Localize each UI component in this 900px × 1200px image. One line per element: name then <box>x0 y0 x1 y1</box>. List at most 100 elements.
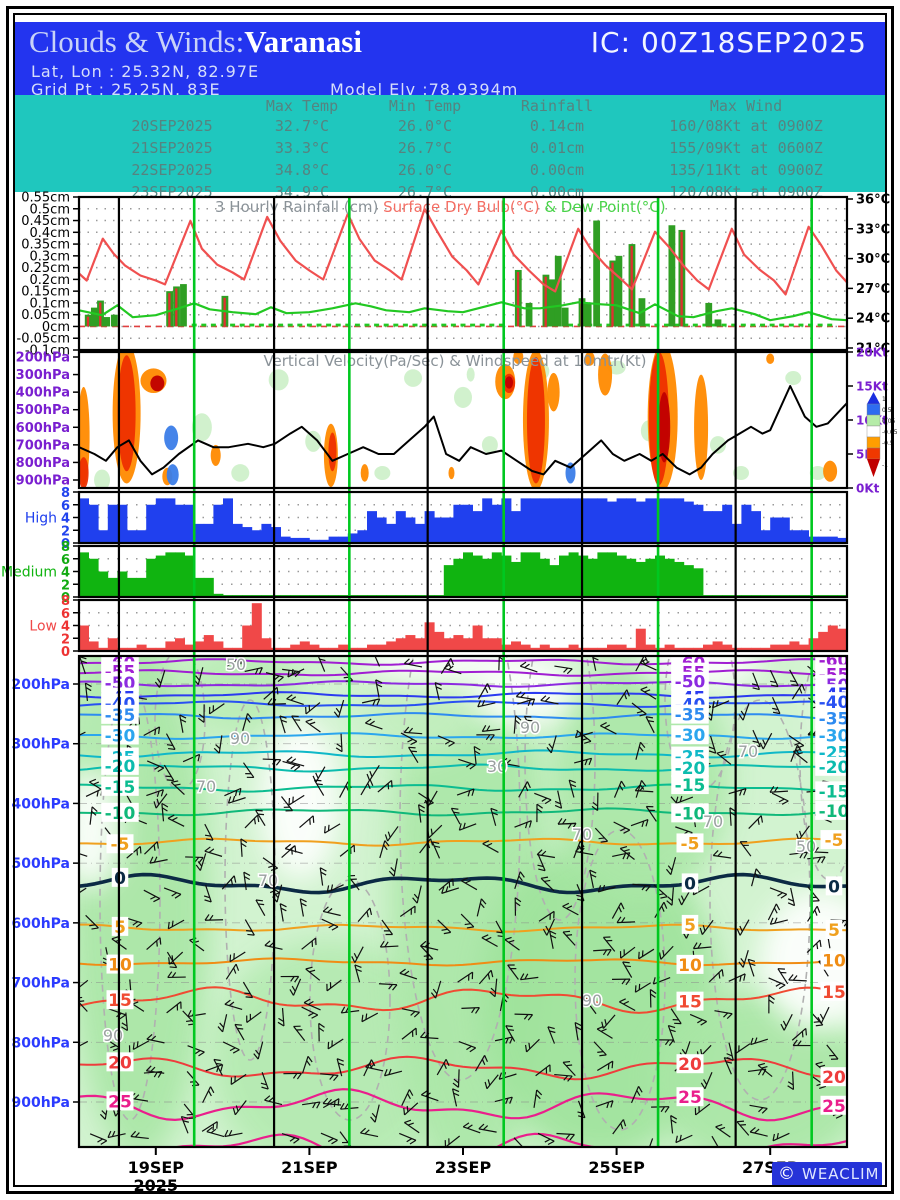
outer-frame <box>6 6 894 1194</box>
svg-text:-20: -20 <box>105 757 136 777</box>
svg-text:15Kt: 15Kt <box>856 380 888 394</box>
table-row: 22SEP2025 34.8°C 26.0°C 0.00cm 135/11Kt at 0… <box>15 161 885 181</box>
copyright-circle-icon: © <box>778 1163 795 1184</box>
page-title: Clouds & Winds:Varanasi <box>29 24 362 60</box>
svg-text:High: High <box>25 511 57 527</box>
svg-text:0Kt: 0Kt <box>856 482 880 496</box>
svg-text:21°C: 21°C <box>856 342 890 357</box>
svg-text:5: 5 <box>684 916 696 936</box>
svg-text:0: 0 <box>61 537 70 552</box>
svg-text:600hPa: 600hPa <box>11 916 70 932</box>
table-cell: 135/11Kt at 0900Z <box>669 161 823 179</box>
svg-text:90: 90 <box>582 991 602 1010</box>
svg-text:-5: -5 <box>681 834 700 854</box>
svg-text:6: 6 <box>61 553 70 568</box>
svg-text:0.25cm: 0.25cm <box>21 261 70 276</box>
table-cell: 0.14cm <box>529 117 585 135</box>
svg-text:-30: -30 <box>675 726 706 746</box>
svg-text:20Kt: 20Kt <box>856 346 888 360</box>
svg-text:800hPa: 800hPa <box>11 1035 70 1051</box>
svg-text:24°C: 24°C <box>856 312 890 327</box>
svg-text:200hPa: 200hPa <box>11 677 70 693</box>
svg-text:-10: -10 <box>675 804 706 824</box>
vv-colorbar: 10.50.05-0.05-0.5-1 <box>866 392 898 477</box>
svg-text:50: 50 <box>226 655 246 674</box>
svg-text:0: 0 <box>114 869 126 889</box>
title-prefix: Clouds & Winds: <box>29 24 245 59</box>
svg-text:30°C: 30°C <box>856 252 890 267</box>
svg-text:-30: -30 <box>105 726 136 746</box>
svg-text:800hPa: 800hPa <box>16 456 70 471</box>
svg-text:20: 20 <box>822 1068 846 1088</box>
svg-text:300hPa: 300hPa <box>16 368 70 383</box>
svg-text:10: 10 <box>678 956 702 976</box>
svg-text:-35: -35 <box>675 706 706 726</box>
svg-text:70: 70 <box>196 777 216 796</box>
svg-text:200hPa: 200hPa <box>16 351 70 366</box>
svg-text:15: 15 <box>678 993 702 1013</box>
svg-text:0.05: 0.05 <box>882 418 896 425</box>
svg-text:5: 5 <box>828 921 840 941</box>
svg-text:0: 0 <box>828 877 840 897</box>
table-header-row: Max Temp Min Temp Rainfall Max Wind <box>15 97 885 117</box>
svg-text:10: 10 <box>822 952 846 972</box>
svg-text:-30: -30 <box>819 727 850 747</box>
panel-cross-section: -60-60-60-55-55-55-50-50-50-45-45-45-40-… <box>11 655 850 1147</box>
table-header-cell: Max Wind <box>709 97 783 115</box>
grid-point-label: Grid Pt : 25.25N, 83E <box>31 80 221 99</box>
svg-text:36°C: 36°C <box>856 193 890 208</box>
svg-text:-10: -10 <box>105 804 136 824</box>
lat-lon-label: Lat, Lon : 25.32N, 82.97E <box>31 62 260 81</box>
svg-text:1: 1 <box>882 396 886 403</box>
panel-vertical-velocity: 200hPa 300hPa 400hPa 500hPa 600hPa 700hPa 800h… <box>16 346 898 496</box>
svg-text:-15: -15 <box>819 782 850 802</box>
svg-text:-0.1cm: -0.1cm <box>25 344 70 359</box>
svg-text:900hPa: 900hPa <box>16 474 70 489</box>
table-cell: 32.7°C <box>274 117 330 135</box>
table-header-cell: Rainfall <box>520 97 594 115</box>
table-cell: 34.8°C <box>274 161 330 179</box>
svg-text:0: 0 <box>684 874 696 894</box>
table-cell: 26.0°C <box>397 161 453 179</box>
svg-text:70: 70 <box>703 812 723 831</box>
table-row: 21SEP2025 33.3°C 26.7°C 0.01cm 155/09Kt at 0… <box>15 139 885 159</box>
svg-text:70: 70 <box>738 742 758 761</box>
svg-text:400hPa: 400hPa <box>11 796 70 812</box>
model-elevation-label: Model Elv :78.9394m <box>330 80 519 99</box>
svg-text:-15: -15 <box>675 776 706 796</box>
svg-text:-20: -20 <box>819 758 850 778</box>
svg-text:-5: -5 <box>825 831 844 851</box>
svg-text:4: 4 <box>61 566 70 581</box>
svg-text:27°C: 27°C <box>856 282 890 297</box>
svg-text:600hPa: 600hPa <box>16 421 70 436</box>
title-city: Varanasi <box>244 24 362 59</box>
table-header-cell: Min Temp <box>388 97 462 115</box>
svg-text:25: 25 <box>678 1088 702 1108</box>
svg-text:0.35cm: 0.35cm <box>21 238 70 253</box>
svg-text:400hPa: 400hPa <box>16 386 70 401</box>
weaclim-logo: © WEACLIM <box>772 1162 882 1186</box>
svg-text:500hPa: 500hPa <box>16 403 70 418</box>
svg-text:0.45cm: 0.45cm <box>21 214 70 229</box>
svg-text:25: 25 <box>822 1097 846 1117</box>
svg-text:-0.5: -0.5 <box>882 440 894 447</box>
table-cell: 33.3°C <box>274 139 330 157</box>
svg-text:Medium: Medium <box>1 565 57 581</box>
svg-text:-40: -40 <box>819 693 850 713</box>
svg-text:0cm: 0cm <box>42 320 70 335</box>
header-banner: Clouds & Winds:Varanasi IC: 00Z18SEP2025… <box>15 22 885 99</box>
svg-text:-20: -20 <box>675 759 706 779</box>
daily-summary-table: Max Temp Min Temp Rainfall Max Wind 20SEP202… <box>15 95 885 201</box>
svg-text:0.3cm: 0.3cm <box>30 249 71 264</box>
svg-text:900hPa: 900hPa <box>11 1095 70 1111</box>
table-cell: 26.7°C <box>397 139 453 157</box>
svg-text:-35: -35 <box>819 710 850 730</box>
svg-text:2: 2 <box>61 632 70 647</box>
svg-text:0: 0 <box>61 645 70 660</box>
table-header-cell: Max Temp <box>265 97 339 115</box>
svg-text:10: 10 <box>108 956 132 976</box>
svg-text:19SEP: 19SEP <box>128 1158 185 1177</box>
table-row: 20SEP2025 32.7°C 26.0°C 0.14cm 160/08Kt at 0… <box>15 117 885 137</box>
